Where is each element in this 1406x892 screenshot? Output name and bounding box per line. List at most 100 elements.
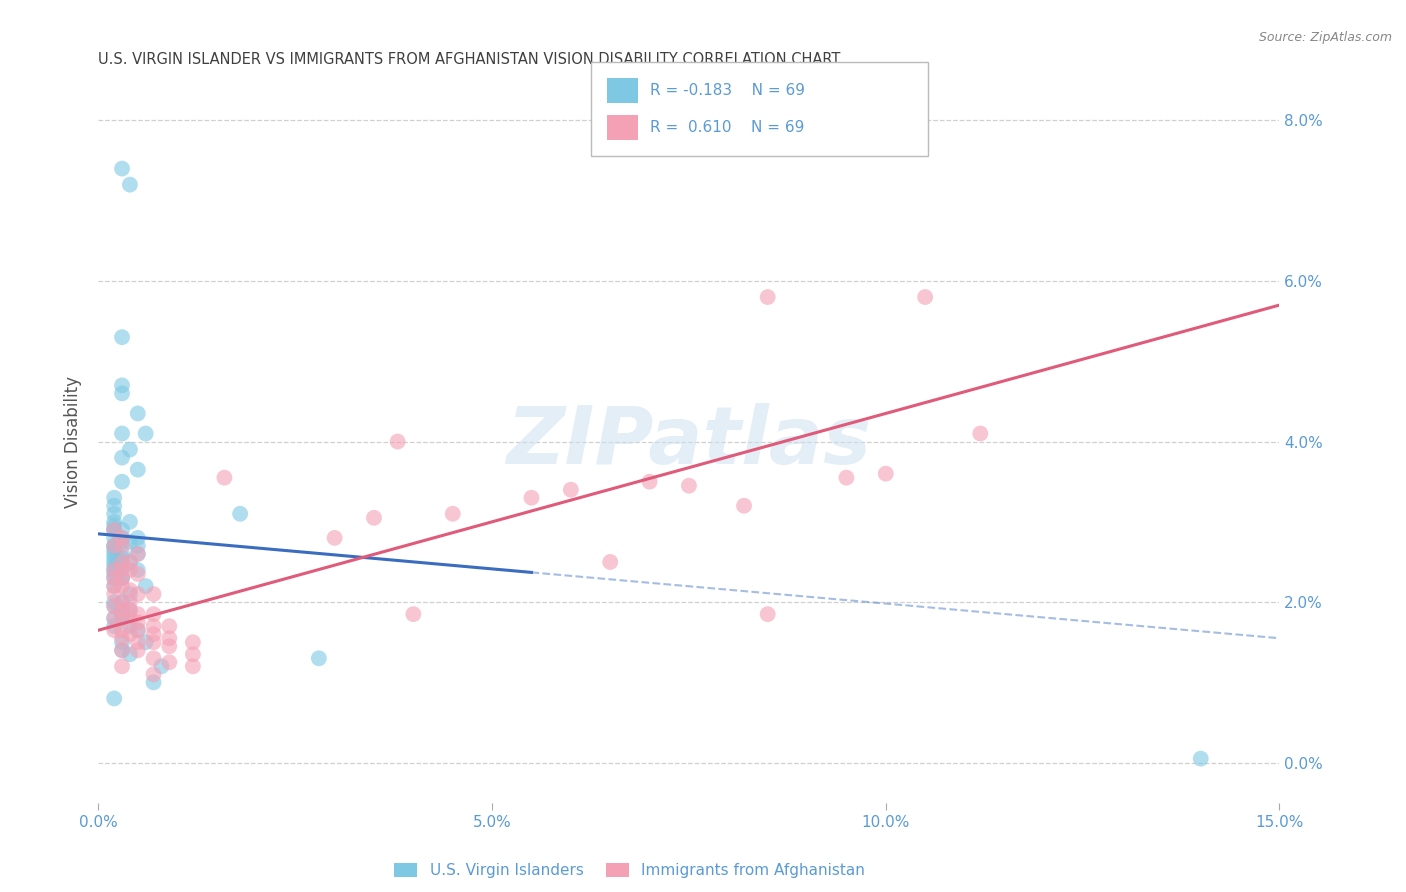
Point xyxy=(103,491,125,505)
Point xyxy=(127,563,149,577)
Point xyxy=(111,534,134,549)
Point xyxy=(387,434,409,449)
Point xyxy=(127,567,149,582)
Point xyxy=(118,648,141,662)
Point xyxy=(118,515,141,529)
Point xyxy=(111,330,134,344)
Point xyxy=(135,579,157,593)
Point xyxy=(111,607,134,622)
Point xyxy=(127,539,149,553)
Point xyxy=(103,587,125,601)
Point xyxy=(118,555,141,569)
Point xyxy=(103,539,125,553)
Point xyxy=(111,563,134,577)
Point xyxy=(181,648,204,662)
Point xyxy=(103,567,125,582)
Point xyxy=(111,635,134,649)
Point xyxy=(111,579,134,593)
Point xyxy=(142,667,165,681)
Point xyxy=(103,599,125,614)
Point xyxy=(118,178,141,192)
Point xyxy=(111,603,134,617)
Point xyxy=(142,635,165,649)
Point xyxy=(103,623,125,637)
Point xyxy=(969,426,991,441)
Point xyxy=(142,619,165,633)
Point xyxy=(214,471,236,485)
Point xyxy=(111,571,134,585)
Point xyxy=(157,619,180,633)
Point xyxy=(118,595,141,609)
Point xyxy=(103,563,125,577)
Point xyxy=(157,632,180,646)
Point xyxy=(103,599,125,614)
Point xyxy=(150,659,173,673)
Point xyxy=(103,558,125,574)
Point xyxy=(103,507,125,521)
Point xyxy=(118,442,141,457)
Point xyxy=(308,651,330,665)
Point xyxy=(520,491,543,505)
Point xyxy=(142,587,165,601)
Point xyxy=(111,426,134,441)
Point xyxy=(142,607,165,622)
Point xyxy=(111,603,134,617)
Point xyxy=(103,555,125,569)
Point xyxy=(756,290,779,304)
Point xyxy=(229,507,252,521)
Point xyxy=(103,611,125,625)
Point xyxy=(111,595,134,609)
Point xyxy=(103,523,125,537)
Text: U.S. VIRGIN ISLANDER VS IMMIGRANTS FROM AFGHANISTAN VISION DISABILITY CORRELATIO: U.S. VIRGIN ISLANDER VS IMMIGRANTS FROM … xyxy=(98,52,841,67)
Point xyxy=(118,611,141,625)
Point xyxy=(111,571,134,585)
Point xyxy=(111,643,134,657)
Text: Source: ZipAtlas.com: Source: ZipAtlas.com xyxy=(1258,31,1392,45)
Point xyxy=(323,531,346,545)
Point xyxy=(875,467,897,481)
Point xyxy=(127,547,149,561)
Point xyxy=(103,539,125,553)
Point xyxy=(127,407,149,421)
Point xyxy=(118,563,141,577)
Point xyxy=(127,547,149,561)
Point xyxy=(111,539,134,553)
Legend: U.S. Virgin Islanders, Immigrants from Afghanistan: U.S. Virgin Islanders, Immigrants from A… xyxy=(395,863,865,879)
Point xyxy=(103,519,125,533)
Point xyxy=(142,627,165,641)
Point xyxy=(103,515,125,529)
Point xyxy=(127,615,149,630)
Point xyxy=(103,563,125,577)
Point xyxy=(111,378,134,392)
Point xyxy=(103,499,125,513)
Point xyxy=(157,655,180,669)
Y-axis label: Vision Disability: Vision Disability xyxy=(65,376,83,508)
Point xyxy=(127,643,149,657)
Point xyxy=(127,635,149,649)
Point xyxy=(103,619,125,633)
Text: R =  0.610    N = 69: R = 0.610 N = 69 xyxy=(650,120,804,135)
Point xyxy=(118,534,141,549)
Point xyxy=(118,583,141,598)
Point xyxy=(111,523,134,537)
Point xyxy=(127,587,149,601)
Point xyxy=(111,555,134,569)
Point xyxy=(127,623,149,637)
Point xyxy=(599,555,621,569)
Point xyxy=(103,542,125,557)
Point xyxy=(363,510,385,524)
Point xyxy=(103,691,125,706)
Point xyxy=(111,475,134,489)
Point xyxy=(118,627,141,641)
Point xyxy=(111,632,134,646)
Point xyxy=(103,579,125,593)
Point xyxy=(118,619,141,633)
Point xyxy=(111,531,134,545)
Point xyxy=(135,635,157,649)
Point xyxy=(111,611,134,625)
Point xyxy=(103,531,125,545)
Point xyxy=(111,531,134,545)
Point xyxy=(103,571,125,585)
Point xyxy=(127,607,149,622)
Point xyxy=(127,623,149,637)
